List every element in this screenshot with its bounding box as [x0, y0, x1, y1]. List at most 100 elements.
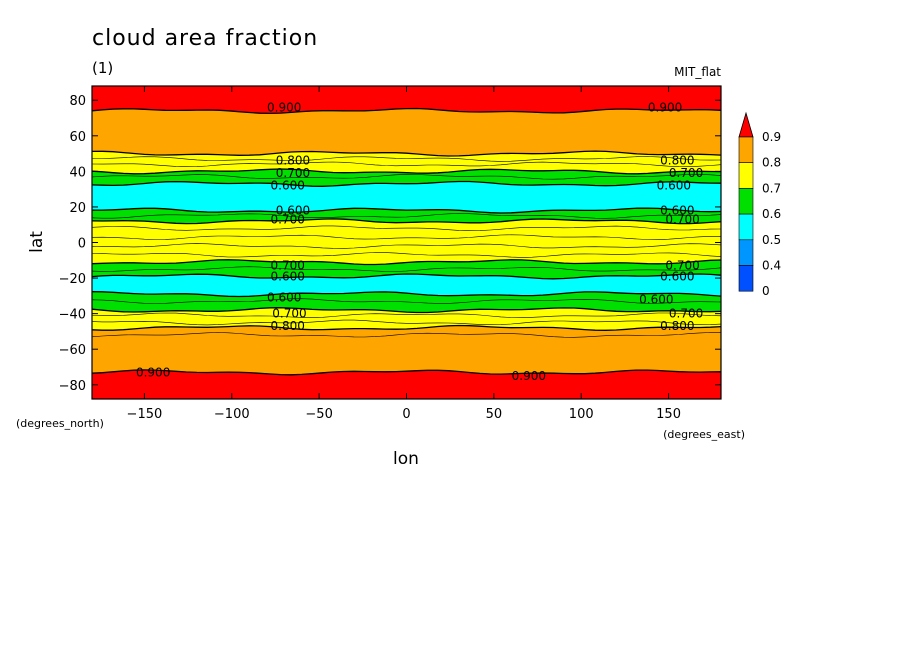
y-tick-label: 40 — [69, 165, 86, 180]
y-tick-label: 60 — [69, 130, 86, 145]
contour-label: 0.900 — [136, 365, 170, 379]
contour-line — [91, 243, 722, 249]
x-tick-label: 100 — [569, 407, 594, 422]
colorbar-tick-label: 0.5 — [762, 233, 781, 247]
contour-line — [91, 161, 722, 168]
contour-line — [91, 168, 722, 175]
contour-label: 0.600 — [660, 269, 694, 283]
contour-label: 0.600 — [267, 291, 301, 305]
contour-line — [91, 332, 722, 338]
contour-line — [91, 291, 722, 298]
contour-band — [92, 218, 721, 265]
contour-label: 0.600 — [276, 203, 310, 217]
contour-line — [91, 225, 722, 232]
plot-bands — [92, 86, 721, 399]
y-axis-label: lat — [27, 231, 47, 253]
contour-line — [91, 307, 722, 314]
contour-line — [92, 156, 722, 162]
contour-line — [91, 234, 721, 240]
x-tick-label: 0 — [402, 407, 410, 422]
x-tick-label: −50 — [305, 407, 332, 422]
contour-label: 0.900 — [512, 369, 546, 383]
contour-label: 0.600 — [271, 179, 305, 193]
colorbar-swatch — [738, 239, 754, 266]
chart-subtitle: (1) — [92, 59, 113, 77]
colorbar-tick-label: 0.8 — [762, 156, 781, 170]
contour-label: 0.700 — [665, 212, 699, 226]
contour-line — [91, 259, 722, 266]
contour-line — [91, 324, 722, 331]
y-tick-label: 20 — [69, 201, 86, 216]
colorbar-tick-label: 0.4 — [762, 259, 781, 273]
contour-label: 0.900 — [648, 100, 682, 114]
contour-label: 0.600 — [660, 203, 694, 217]
contour-label: 0.700 — [669, 166, 703, 180]
contour-label: 0.700 — [665, 259, 699, 273]
y-tick-label: −20 — [59, 272, 86, 287]
contour-line — [91, 180, 722, 187]
x-units-label: (degrees_east) — [663, 428, 745, 441]
contour-band — [92, 259, 721, 279]
contour-line — [91, 174, 722, 180]
colorbar: 0.9 0.8 0.7 0.6 0.5 0.4 0 — [738, 111, 781, 298]
colorbar-swatch — [738, 136, 754, 164]
contour-band — [92, 181, 721, 213]
y-tick-label: −80 — [59, 379, 86, 394]
contour-label: 0.900 — [267, 100, 301, 114]
contour-lines — [91, 107, 722, 376]
contour-label: 0.800 — [660, 154, 694, 168]
contour-line — [91, 273, 722, 280]
contour-label: 0.600 — [657, 179, 691, 193]
contour-label: 0.700 — [271, 259, 305, 273]
colorbar-swatch — [738, 188, 754, 215]
contour-line — [91, 218, 722, 225]
y-axis: 80 60 40 20 0 −20 −40 −60 −80 — [59, 94, 721, 394]
contour-line — [91, 312, 722, 318]
y-tick-label: −40 — [59, 308, 86, 323]
x-tick-label: 50 — [486, 407, 503, 422]
contour-label: 0.800 — [660, 319, 694, 333]
contour-label: 0.800 — [276, 154, 310, 168]
x-tick-label: 150 — [656, 407, 681, 422]
colorbar-over-arrow — [738, 111, 754, 138]
x-axis: −150 −100 −50 0 50 100 150 — [127, 86, 681, 422]
contour-band — [92, 325, 721, 375]
chart-title: cloud area fraction — [92, 26, 318, 51]
contour-band — [92, 108, 721, 156]
colorbar-swatch — [738, 162, 754, 189]
contour-band — [92, 274, 721, 297]
colorbar-tick-label: 0.7 — [762, 181, 781, 195]
x-tick-label: −150 — [127, 407, 163, 422]
contour-band — [92, 307, 721, 331]
contour-band — [92, 369, 721, 399]
contour-label: 0.600 — [271, 269, 305, 283]
colorbar-tick-label: 0.6 — [762, 207, 781, 221]
y-units-label: (degrees_north) — [16, 417, 104, 430]
contour-band — [92, 86, 721, 114]
contour-line — [91, 319, 722, 326]
x-axis-label: lon — [393, 449, 419, 469]
contour-line — [91, 252, 722, 258]
colorbar-tick-label: 0.9 — [762, 130, 781, 144]
colorbar-swatch — [738, 213, 754, 241]
dataset-label: MIT_flat — [674, 65, 721, 79]
colorbar-tick-label: 0 — [762, 284, 770, 298]
colorbar-swatch — [738, 265, 754, 292]
contour-label: 0.700 — [272, 307, 306, 321]
contour-label: 0.800 — [271, 319, 305, 333]
y-tick-label: 0 — [78, 237, 86, 252]
contour-line — [91, 150, 722, 157]
y-tick-label: −60 — [59, 343, 86, 358]
contour-line — [92, 207, 722, 214]
x-tick-label: −100 — [214, 407, 250, 422]
contour-line — [91, 213, 722, 219]
contour-line — [91, 266, 722, 272]
contour-band — [92, 169, 721, 187]
contour-line — [91, 369, 722, 376]
y-tick-label: 80 — [69, 94, 86, 109]
contour-label: 0.700 — [276, 166, 310, 180]
contour-line — [91, 107, 722, 115]
contour-line — [91, 298, 722, 304]
